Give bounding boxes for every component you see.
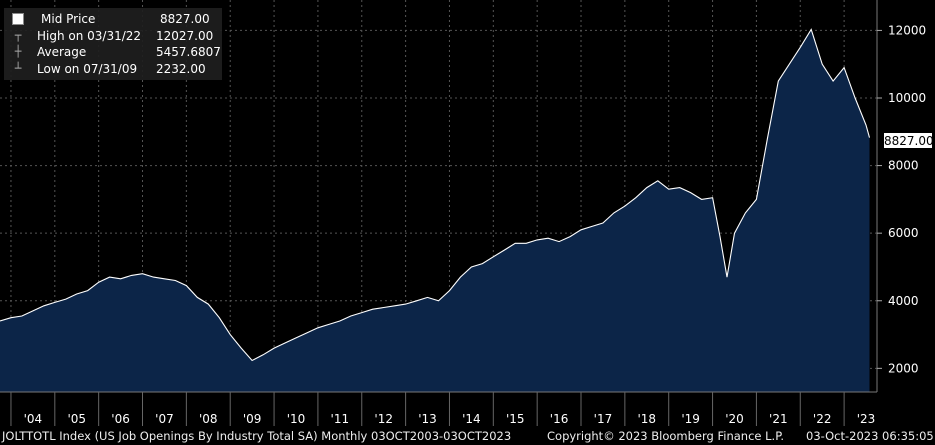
x-tick-label: '18 [637,412,656,426]
footer-ticker: JOLTTOTL Index (US Job Openings By Indus… [2,429,512,443]
legend-row-low: ┴ Low on 07/31/09 2232.00 [4,60,222,78]
footer: JOLTTOTL Index (US Job Openings By Indus… [0,429,935,445]
y-tick-label: 4000 [888,294,919,308]
y-tick-label: 2000 [888,361,919,375]
series-line [0,28,871,362]
legend-value: 12027.00 [156,29,214,43]
x-tick-label: '21 [769,412,788,426]
x-tick-label: '19 [681,412,700,426]
x-tick-label: '13 [418,412,437,426]
x-tick-label: '15 [506,412,525,426]
x-tick-label: '11 [331,412,350,426]
last-value-tag: 8827.00 [883,132,934,149]
y-tick-label: 12000 [888,23,926,37]
x-tick-label: '20 [725,412,744,426]
x-tick-label: '07 [155,412,174,426]
x-tick-label: '05 [67,412,86,426]
legend-value: 8827.00 [160,12,210,26]
x-tick-label: '14 [462,412,481,426]
legend-value: 2232.00 [156,62,206,76]
white-square-icon [12,13,24,25]
x-tick-label: '16 [550,412,569,426]
x-axis-ticks: '04 '05 '06 '07 '08 '09 '10 '11 '12 '13 '14 '15 '16 '… [10,392,876,426]
x-tick-label: '06 [111,412,130,426]
legend-box: Mid Price 8827.00 ┬ High on 03/31/22 120… [4,8,222,80]
x-tick-label: '08 [199,412,218,426]
legend-label: High on 03/31/22 [37,29,142,43]
legend-value: 5457.6807 [156,45,221,59]
legend-label: Low on 07/31/09 [37,62,138,76]
footer-timestamp: 03-Oct-2023 06:35:05 [806,429,934,443]
series-area [0,29,870,392]
high-marker-icon: ┬ [14,29,22,42]
y-tick-label: 8000 [888,159,919,173]
legend-label: Average [37,45,87,59]
x-tick-label: '17 [594,412,613,426]
x-tick-label: '12 [374,412,393,426]
x-tick-label: '09 [243,412,262,426]
legend-row-high: ┬ High on 03/31/22 12027.00 [4,27,222,45]
legend-label: Mid Price [41,12,96,26]
y-axis-ticks: 2000 4000 6000 8000 10000 12000 [877,23,926,375]
y-tick-label: 10000 [888,91,926,105]
x-tick-label: '04 [24,412,43,426]
footer-copyright: Copyright© 2023 Bloomberg Finance L.P. [547,429,784,443]
legend-row-mid-price: Mid Price 8827.00 [4,10,222,28]
x-tick-label: '22 [813,412,832,426]
low-marker-icon: ┴ [14,62,22,75]
average-marker-icon: ┼ [14,45,22,58]
x-tick-label: '23 [857,412,876,426]
y-tick-label: 6000 [888,226,919,240]
x-tick-label: '10 [287,412,306,426]
legend-row-average: ┼ Average 5457.6807 [4,43,222,61]
